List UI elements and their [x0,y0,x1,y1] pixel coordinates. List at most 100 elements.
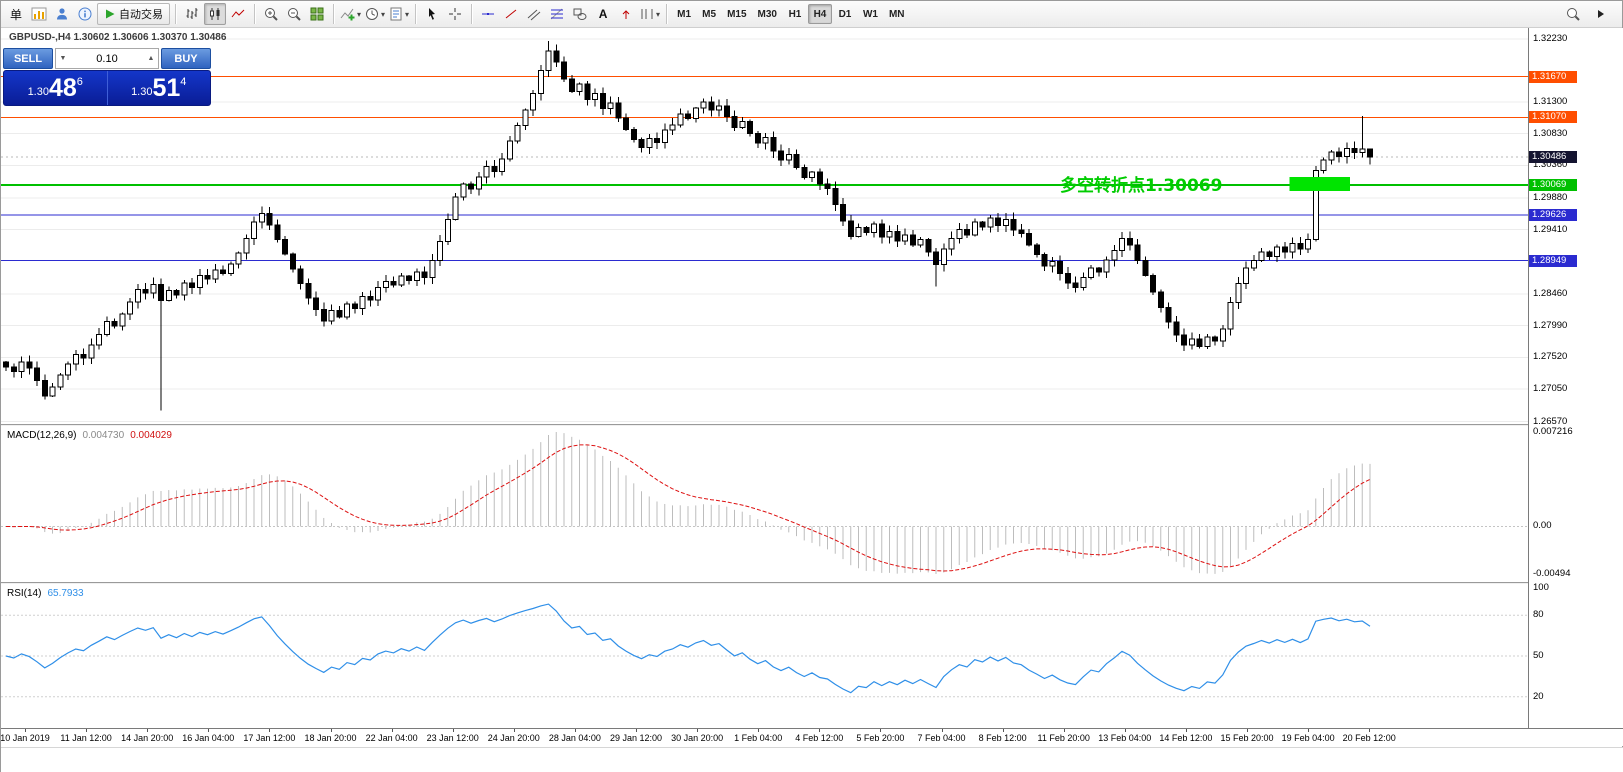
sell-price-display[interactable]: 1.30 48 6 [27,74,83,102]
axis-tick-label: 1.30830 [1533,128,1568,139]
timeframe-button-w1[interactable]: W1 [858,4,883,24]
autotrading-play-icon [104,8,116,20]
arrow-tool-icon[interactable] [615,3,637,25]
crosshair-icon[interactable] [444,3,466,25]
time-axis-tick [1124,729,1126,732]
new-chart-icon[interactable] [28,3,50,25]
time-axis-label: 22 Jan 04:00 [365,733,418,743]
new-order-button[interactable]: 单 [5,3,27,25]
zoom-out-icon[interactable] [283,3,305,25]
chevron-down-ic on: ▾ [381,9,386,19]
time-axis-label: 11 Feb 20:00 [1037,733,1090,743]
timeframe-button-h1[interactable]: H1 [783,4,807,24]
highlight-box [1289,176,1350,192]
panel-divider[interactable] [1,582,1528,584]
lot-decrease-button[interactable]: ▼ [59,55,67,62]
profiles-icon[interactable] [51,3,73,25]
chevron-down-icon: ▾ [357,9,362,19]
timeframe-button-m1[interactable]: M1 [672,4,696,24]
panel-divider[interactable] [1,424,1528,426]
timeframe-button-mn[interactable]: MN [884,4,910,24]
axis-tick-label: 1.28460 [1533,288,1568,299]
trendline-icon[interactable] [500,3,522,25]
time-axis-tick [513,729,515,732]
rsi-axis-label: 80 [1533,609,1544,620]
cursor-icon[interactable] [421,3,443,25]
time-axis-label: 11 Jan 12:00 [60,733,112,743]
time-axis-label: 4 Feb 12:00 [795,733,844,743]
time-axis-tick [330,729,332,732]
macd-panel[interactable] [1,426,1528,582]
time-axis-label: 28 Jan 04:00 [548,733,601,743]
buy-price-display[interactable]: 1.30 51 4 [131,74,187,102]
time-axis-tick [452,729,454,732]
time-axis-label: 13 Feb 04:00 [1098,733,1152,743]
time-axis-tick [86,729,88,732]
timeframe-button-m5[interactable]: M5 [697,4,721,24]
time-axis-label: 1 Feb 04:00 [734,733,783,743]
indicators-icon[interactable]: ▾ [339,3,362,25]
horizontal-line-icon[interactable] [477,3,499,25]
data-window-icon[interactable] [74,3,96,25]
buy-button[interactable]: BUY [161,48,211,69]
time-axis-tick [1185,729,1187,732]
hline-price-label: 1.30069 [1529,179,1577,191]
line-chart-mode-icon[interactable] [227,3,249,25]
chevron-down-icon: ▾ [405,9,410,19]
main-chart[interactable]: 多空转折点1.30069 [1,28,1528,424]
axis-tick-label: 1.32230 [1533,33,1568,44]
time-axis-label: 18 Jan 20:00 [304,733,357,743]
candlestick-mode-icon[interactable] [204,3,226,25]
fibonacci-icon[interactable] [546,3,568,25]
zoom-in-icon[interactable] [260,3,282,25]
sell-button[interactable]: SELL [3,48,53,69]
shapes-icon[interactable] [569,3,591,25]
time-axis-label: 5 Feb 20:00 [856,733,905,743]
toolbar-separator [471,4,473,24]
timeframe-button-m15[interactable]: M15 [722,4,751,24]
timeframe-button-h4[interactable]: H4 [807,4,832,24]
toolbar-right [1562,3,1618,25]
toolbar-separator [666,4,668,24]
time-axis-tick [1247,729,1248,732]
text-tool-button[interactable]: A [592,3,614,25]
lot-size-field[interactable]: ▼ 0.10 ▲ [55,48,159,69]
periods-icon[interactable]: ▾ [363,3,386,25]
timeframe-button-m30[interactable]: M30 [753,4,782,24]
time-axis-tick [25,729,26,732]
cycles-icon[interactable]: ▾ [638,3,661,25]
channel-icon[interactable] [523,3,545,25]
axis-tick-label: 1.27520 [1533,351,1568,362]
time-axis-tick [208,729,210,732]
toolbar-separator [333,4,334,24]
time-axis-tick [758,729,760,732]
macd-axis-label: 0.00 [1533,520,1552,531]
toolbar-overflow-icon[interactable] [1590,3,1612,25]
time-axis-tick [880,729,882,732]
bar-chart-mode-icon[interactable] [181,3,203,25]
time-axis-label: 14 Feb 12:00 [1159,733,1213,743]
time-axis-tick [1308,729,1310,732]
time-axis-label: 8 Feb 12:00 [978,733,1027,743]
rsi-panel[interactable] [1,584,1528,728]
axis-tick-label: 1.29410 [1533,224,1568,235]
rsi-axis-label: 20 [1533,691,1544,702]
timeframe-button-d1[interactable]: D1 [833,4,857,24]
search-icon[interactable] [1562,3,1584,25]
tile-windows-icon[interactable] [306,3,328,25]
axis-tick-label: 1.31300 [1533,96,1568,107]
time-axis-tick [391,729,393,732]
time-axis-tick [819,729,821,732]
time-axis[interactable]: 10 Jan 2019 11 Jan 12:00 14 Jan 20:00 16 Ja… [1,728,1623,746]
rsi-axis-label: 100 [1533,582,1549,593]
templates-icon[interactable]: ▾ [387,3,410,25]
time-axis-tick [941,729,943,732]
price-axis[interactable]: 1.32230 1.31300 1.30830 1.30360 1.29880 1.294… [1528,28,1623,728]
hline-price-label: 1.31070 [1529,111,1577,123]
time-axis-label: 19 Feb 04:00 [1281,733,1335,743]
autotrading-button[interactable]: 自动交易 [97,3,170,25]
time-axis-tick [1063,729,1065,732]
lot-increase-button[interactable]: ▲ [147,55,155,62]
rsi-axis-label: 50 [1533,650,1544,661]
macd-axis-label: -0.00494 [1533,568,1571,579]
